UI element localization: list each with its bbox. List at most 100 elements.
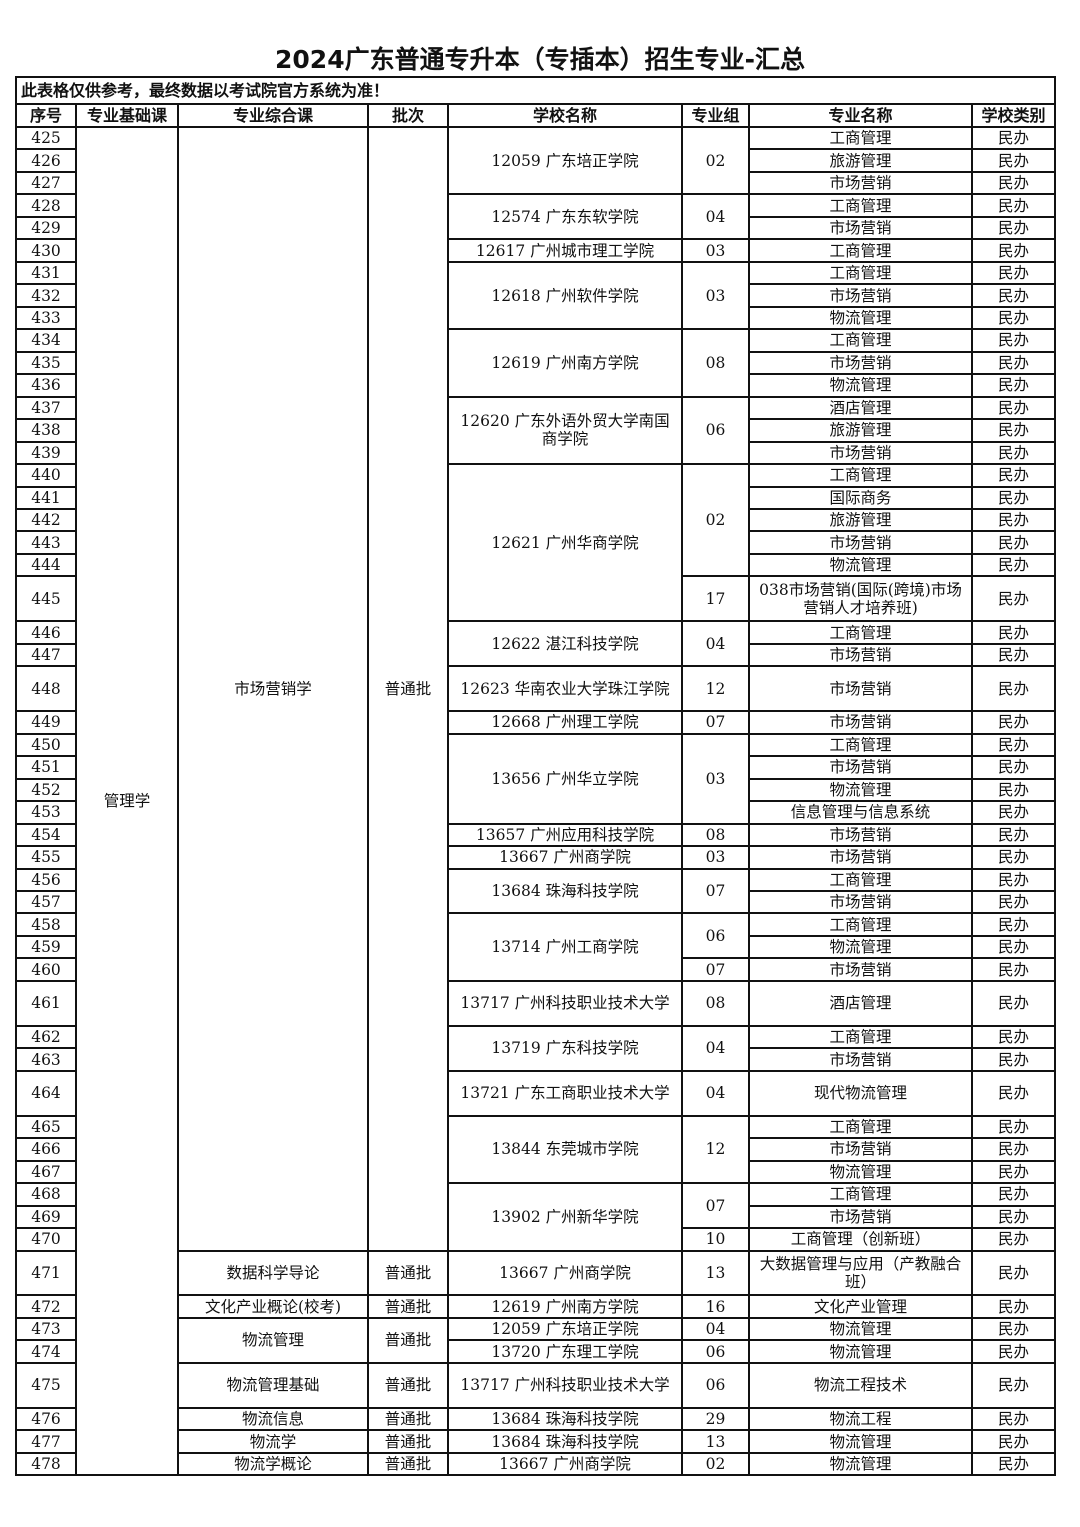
school-type: 民办 [970, 642, 1057, 668]
header-major-group: 专业组 [681, 103, 750, 128]
school-name: 12619 广州南方学院 [447, 1294, 683, 1319]
basic-course: 管理学 [75, 125, 179, 1477]
comprehensive-course: 物流管理基础 [177, 1361, 369, 1409]
table-row: 465 13844 东莞城市学院 12 工商管理 民办 [15, 1114, 1057, 1185]
major-group-code: 08 [681, 822, 750, 848]
table-row: 443 市场营销 民办 [15, 530, 1057, 555]
table-row: 453 信息管理与信息系统 民办 [15, 800, 1057, 825]
page-title: 2024广东普通专升本（专插本）招生专业-汇总 [275, 45, 805, 74]
major-name: 工商管理 [748, 1114, 973, 1140]
table-row: 470 10 工商管理（创新班） 民办 [15, 1227, 1057, 1252]
school-name: 13657 广州应用科技学院 [447, 822, 683, 848]
table-row: 440 12621 广州华商学院 02 工商管理 民办 [15, 463, 1057, 623]
table-row: 457 市场营销 民办 [15, 889, 1057, 915]
table-row: 476 物流信息 普通批 13684 珠海科技学院 29 物流工程 民办 [15, 1406, 1057, 1432]
seq-number: 454 [15, 822, 77, 848]
table-row: 442 旅游管理 民办 [15, 507, 1057, 533]
major-name: 市场营销 [748, 530, 973, 555]
school-type: 民办 [970, 1047, 1057, 1072]
school-type: 民办 [970, 1137, 1057, 1162]
table-row: 463 市场营销 民办 [15, 1047, 1057, 1072]
school-type: 民办 [970, 350, 1057, 376]
major-name: 市场营销 [748, 215, 973, 241]
major-group-code: 08 [681, 979, 750, 1027]
school-type: 民办 [970, 552, 1057, 578]
school-type: 民办 [970, 305, 1057, 331]
major-name: 物流管理 [748, 1339, 973, 1364]
major-name: 酒店管理 [748, 395, 973, 421]
seq-number: 452 [15, 777, 77, 803]
table-row: 429 市场营销 民办 [15, 215, 1057, 241]
school-type: 民办 [970, 215, 1057, 241]
school-name: 13719 广东科技学院 [447, 1024, 683, 1072]
seq-number: 442 [15, 507, 77, 533]
major-name: 工商管理 [748, 1182, 973, 1207]
school-type: 民办 [970, 485, 1057, 510]
school-type: 民办 [970, 125, 1057, 151]
major-name: 物流管理 [748, 373, 973, 398]
table-row: 433 物流管理 民办 [15, 305, 1057, 331]
table-row: 445 17 038市场营销(国际(跨境)市场营销人才培养班) 民办 [15, 575, 1057, 623]
major-name: 市场营销 [748, 957, 973, 982]
major-name: 旅游管理 [748, 507, 973, 533]
comprehensive-course: 文化产业概论(校考) [177, 1294, 369, 1319]
seq-number: 458 [15, 912, 77, 937]
seq-number: 459 [15, 934, 77, 960]
seq-number: 427 [15, 170, 77, 196]
major-name: 工商管理 [748, 912, 973, 937]
major-name: 大数据管理与应用（产教融合班） [748, 1249, 973, 1297]
major-name: 国际商务 [748, 485, 973, 510]
school-name: 13717 广州科技职业技术大学 [447, 979, 683, 1027]
comprehensive-course: 物流信息 [177, 1406, 369, 1432]
school-type: 民办 [970, 463, 1057, 488]
major-name: 物流管理 [748, 1316, 973, 1342]
school-name: 12059 广东培正学院 [447, 125, 683, 196]
major-group-code: 07 [681, 957, 750, 982]
major-name: 市场营销 [748, 665, 973, 713]
table-row: 473 物流管理 普通批 12059 广东培正学院 04 物流管理 民办 [15, 1316, 1057, 1364]
batch: 普通批 [367, 1429, 449, 1454]
school-type: 民办 [970, 575, 1057, 623]
table-row: 451 市场营销 民办 [15, 755, 1057, 780]
school-name: 13684 珠海科技学院 [447, 1429, 683, 1454]
table-row: 437 12620 广东外语外贸大学南国商学院 06 酒店管理 民办 [15, 395, 1057, 466]
school-name: 12668 广州理工学院 [447, 710, 683, 735]
seq-number: 430 [15, 238, 77, 263]
seq-number: 449 [15, 710, 77, 735]
header-basic-course: 专业基础课 [75, 103, 179, 128]
table-row: 455 13667 广州商学院 03 市场营销 民办 [15, 845, 1057, 870]
school-type: 民办 [970, 1406, 1057, 1432]
seq-number: 445 [15, 575, 77, 623]
major-name: 038市场营销(国际(跨境)市场营销人才培养班) [748, 575, 973, 623]
school-name: 13717 广州科技职业技术大学 [447, 1361, 683, 1409]
table-row: 462 13719 广东科技学院 04 工商管理 民办 [15, 1024, 1057, 1072]
major-group-code: 06 [681, 395, 750, 466]
school-type: 民办 [970, 979, 1057, 1027]
major-name: 旅游管理 [748, 148, 973, 173]
major-group-code: 16 [681, 1294, 750, 1319]
major-name: 工商管理 [748, 328, 973, 353]
seq-number: 439 [15, 440, 77, 466]
seq-number: 440 [15, 463, 77, 488]
school-type: 民办 [970, 395, 1057, 421]
seq-number: 457 [15, 889, 77, 915]
seq-number: 478 [15, 1451, 77, 1477]
comprehensive-course: 物流学概论 [177, 1451, 369, 1477]
major-name: 工商管理 [748, 463, 973, 488]
seq-number: 428 [15, 193, 77, 218]
major-group-code: 06 [681, 1339, 750, 1364]
major-name: 市场营销 [748, 170, 973, 196]
header-comprehensive-course: 专业综合课 [177, 103, 369, 128]
school-name: 13656 广州华立学院 [447, 732, 683, 825]
school-type: 民办 [970, 777, 1057, 803]
major-group-code: 04 [681, 1069, 750, 1117]
major-name: 信息管理与信息系统 [748, 800, 973, 825]
major-name: 工商管理 [748, 867, 973, 892]
major-name: 物流工程技术 [748, 1361, 973, 1409]
batch: 普通批 [367, 1249, 449, 1297]
seq-number: 447 [15, 642, 77, 668]
major-name: 市场营销 [748, 350, 973, 376]
school-name: 13684 珠海科技学院 [447, 867, 683, 915]
major-name: 市场营销 [748, 1137, 973, 1162]
school-name: 12623 华南农业大学珠江学院 [447, 665, 683, 713]
